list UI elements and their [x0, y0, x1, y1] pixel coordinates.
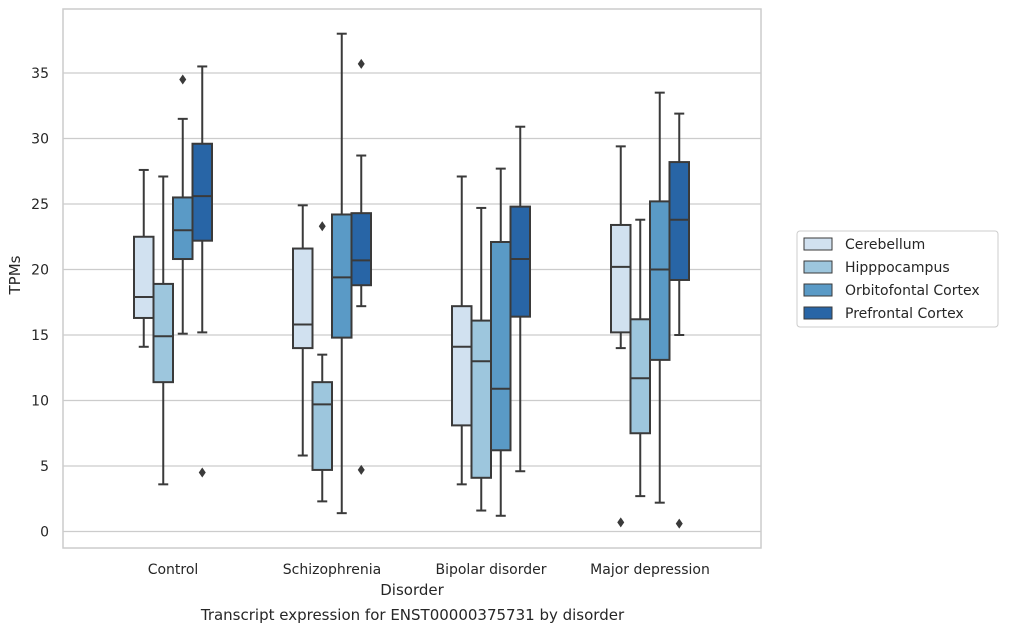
legend-swatch	[803, 237, 833, 251]
box-1-1	[311, 221, 333, 503]
box-body	[172, 196, 194, 261]
legend: Cerebellum Hipppocampus Orbitofontal Corte…	[796, 230, 999, 328]
legend-swatch	[803, 306, 833, 320]
x-tick-labels: Control Schizophrenia Bipolar disorder Majo…	[148, 562, 710, 578]
box-1-3	[629, 218, 651, 498]
y-tick-label: 0	[40, 525, 49, 541]
legend-label: Cerebellum	[845, 237, 925, 253]
box-body	[350, 212, 372, 287]
box-0-0	[133, 168, 155, 348]
outlier-point	[318, 221, 326, 232]
box-0-1	[292, 204, 314, 457]
y-tick-label: 15	[31, 328, 49, 344]
box-body	[331, 213, 353, 339]
box-body	[152, 282, 174, 384]
outlier-point	[617, 517, 625, 528]
box-body	[629, 318, 651, 435]
y-tick-label: 25	[31, 197, 49, 213]
x-axis-label: Disorder	[380, 581, 444, 599]
box-body	[649, 200, 671, 361]
x-tick-label: Control	[148, 562, 199, 578]
box-2-3	[649, 91, 671, 504]
box-body	[610, 223, 632, 334]
y-tick-label: 20	[31, 263, 49, 279]
legend-items: Cerebellum Hipppocampus Orbitofontal Corte…	[803, 237, 980, 322]
y-tick-label: 10	[31, 394, 49, 410]
box-2-2	[490, 167, 512, 517]
box-2-0	[172, 74, 194, 335]
legend-label: Prefrontal Cortex	[845, 306, 964, 322]
box-3-0	[191, 65, 213, 478]
box-body	[509, 205, 531, 318]
y-tick-label: 35	[31, 66, 49, 82]
legend-swatch	[803, 260, 833, 274]
box-2-1	[331, 32, 353, 515]
box-body	[668, 161, 690, 281]
box-0-3	[610, 145, 632, 528]
box-0-2	[451, 175, 473, 486]
box-3-1	[350, 58, 372, 475]
box-body	[470, 319, 492, 479]
y-axis-label: TPMs	[6, 255, 24, 295]
outlier-point	[675, 518, 683, 529]
outlier-point	[357, 464, 365, 475]
box-1-2	[470, 206, 492, 512]
legend-label: Orbitofontal Cortex	[845, 283, 980, 299]
box-body	[451, 305, 473, 427]
y-tick-label: 30	[31, 132, 49, 148]
box-body	[133, 235, 155, 319]
box-body	[311, 381, 333, 471]
y-tick-labels: 0 5 10 15 20 25 30 35	[31, 66, 49, 541]
box-3-2	[509, 125, 531, 473]
outlier-point	[357, 58, 365, 69]
x-tick-label: Bipolar disorder	[435, 562, 546, 578]
box-body	[490, 240, 512, 452]
x-tick-label: Major depression	[590, 562, 710, 578]
legend-swatch	[803, 283, 833, 297]
legend-frame	[796, 230, 999, 328]
box-body	[292, 247, 314, 350]
figure-caption: Transcript expression for ENST0000037573…	[200, 606, 625, 624]
legend-label: Hipppocampus	[845, 260, 950, 276]
box-plot-series	[133, 32, 690, 529]
box-3-3	[668, 112, 690, 529]
plot-frame	[62, 8, 762, 549]
box-1-0	[152, 175, 174, 486]
outlier-point	[179, 74, 187, 85]
outlier-point	[198, 467, 206, 478]
y-tick-label: 5	[40, 459, 49, 475]
box-body	[191, 142, 213, 242]
x-tick-label: Schizophrenia	[283, 562, 381, 578]
